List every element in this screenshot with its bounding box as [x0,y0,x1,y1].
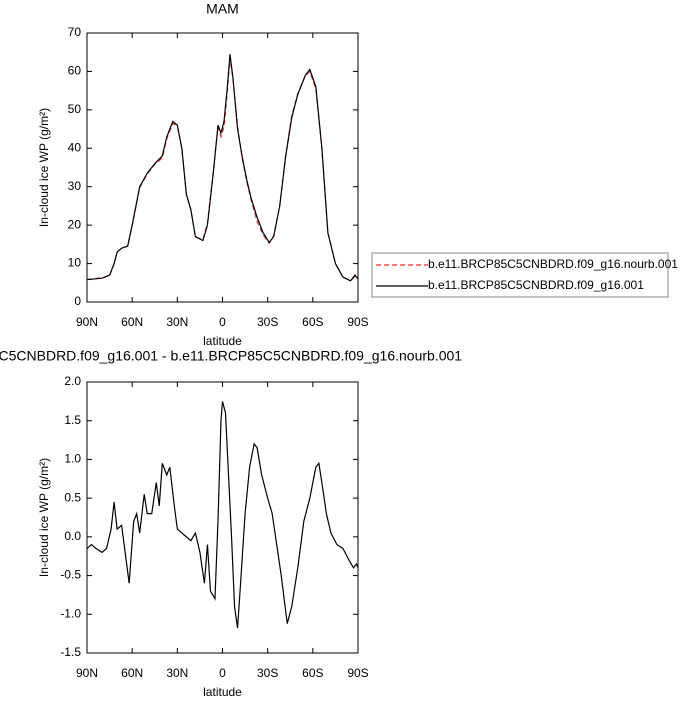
x-tick-label: 30N [166,666,188,680]
x-tick-label: 30N [166,315,188,329]
y-tick-label: 50 [68,102,82,116]
y-tick-label: 1.5 [64,413,81,427]
y-axis-label: In-cloud ice WP (g/m²) [37,108,51,227]
x-tick-label: 30S [257,666,278,680]
y-tick-label: 0.0 [64,529,81,543]
chart-title: 85C5CNBDRD.f09_g16.001 - b.e11.BRCP85C5C… [0,348,462,364]
x-tick-label: 60N [121,666,143,680]
y-tick-label: 30 [68,179,82,193]
legend-label: b.e11.BRCP85C5CNBDRD.f09_g16.nourb.001 [428,257,678,271]
x-tick-label: 90N [76,666,98,680]
x-tick-label: 90S [347,666,368,680]
legend-box [371,252,669,298]
chart-title: MAM [206,1,239,17]
y-tick-label: 1.0 [64,452,81,466]
y-tick-label: 0.5 [64,490,81,504]
legend-label: b.e11.BRCP85C5CNBDRD.f09_g16.001 [428,278,644,292]
x-axis-label: latitude [203,685,242,699]
plot-frame [86,381,359,654]
x-tick-label: 90S [347,315,368,329]
y-tick-label: -1.0 [60,606,81,620]
y-tick-label: -0.5 [60,568,81,582]
series-line [86,57,359,282]
y-tick-label: -1.5 [60,645,81,659]
x-tick-label: 60S [302,315,323,329]
series-line [86,401,359,629]
y-axis-label: In-cloud ice WP (g/m²) [37,458,51,577]
y-tick-label: 40 [68,140,82,154]
y-tick-label: 0 [74,294,81,308]
x-tick-label: 60N [121,315,143,329]
plot-frame [86,32,359,303]
y-tick-label: 70 [68,25,82,39]
y-tick-label: 2.0 [64,374,81,388]
series-line [86,54,359,282]
x-tick-label: 60S [302,666,323,680]
y-tick-label: 10 [68,256,82,270]
y-tick-label: 60 [68,64,82,78]
x-tick-label: 90N [76,315,98,329]
x-tick-label: 30S [257,315,278,329]
x-axis-label: latitude [203,334,242,348]
x-tick-label: 0 [219,315,226,329]
x-tick-label: 0 [219,666,226,680]
y-tick-label: 20 [68,217,82,231]
